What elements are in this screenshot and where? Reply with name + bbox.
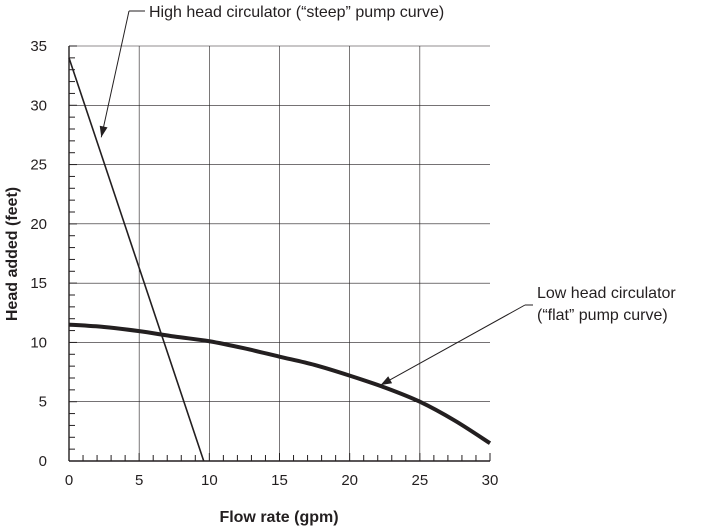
grid-lines <box>69 45 490 461</box>
y-tick-label: 15 <box>30 275 47 292</box>
y-tick-label: 25 <box>30 157 47 174</box>
annotation-leader-line <box>380 304 526 386</box>
x-tick-label: 25 <box>411 472 428 489</box>
low-head-circulator-line <box>68 322 492 445</box>
x-tick-label: 20 <box>341 472 358 489</box>
x-tick-label: 30 <box>482 472 499 489</box>
tick-labels: 0 5 10 15 20 25 30 0 5 10 15 20 25 30 35 <box>30 38 498 489</box>
y-tick-label: 10 <box>30 334 47 351</box>
y-tick-label: 20 <box>30 216 47 233</box>
y-tick-label: 30 <box>30 97 47 114</box>
x-tick-label: 0 <box>65 472 73 489</box>
high-head-circulator-line <box>68 57 205 462</box>
low-head-annotation-label: Low head circulator <box>537 285 676 302</box>
annotation-leader-line <box>100 10 130 138</box>
annotations: High head circulator (“steep” pump curve… <box>99 4 676 386</box>
high-head-annotation-label: High head circulator (“steep” pump curve… <box>149 4 444 21</box>
y-tick-label: 35 <box>30 38 47 55</box>
annotation-arrowhead <box>380 376 393 386</box>
y-tick-label: 5 <box>39 394 47 411</box>
x-axis-title: Flow rate (gpm) <box>219 509 338 526</box>
axes <box>68 46 490 462</box>
x-tick-label: 10 <box>201 472 218 489</box>
y-tick-label: 0 <box>39 453 47 470</box>
series-lines <box>68 57 492 462</box>
x-tick-label: 5 <box>135 472 143 489</box>
y-axis-title: Head added (feet) <box>4 187 21 321</box>
low-head-annotation-label: (“flat” pump curve) <box>537 307 668 324</box>
x-tick-label: 15 <box>271 472 288 489</box>
annotation-arrowhead <box>99 125 108 138</box>
